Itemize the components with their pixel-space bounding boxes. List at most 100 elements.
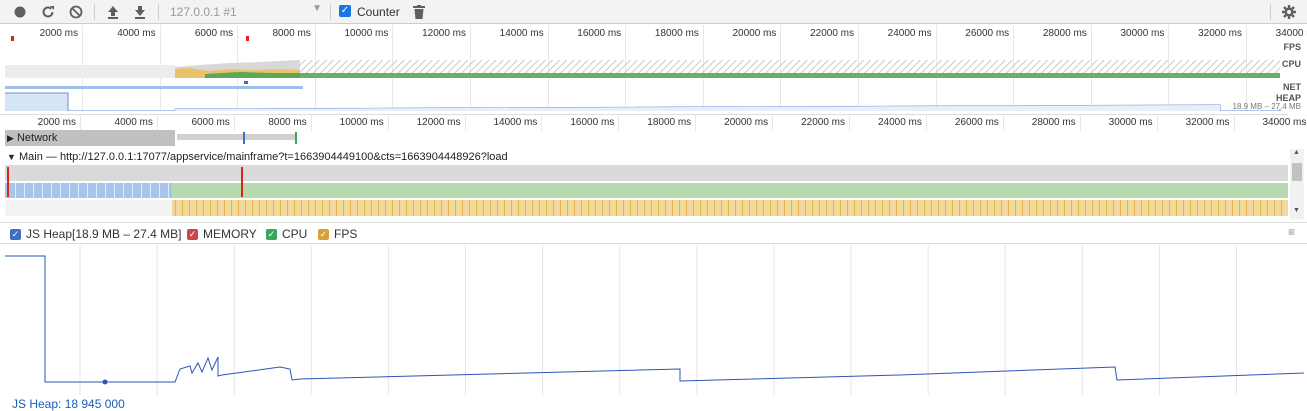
timeline-tick-label: 16000 ms bbox=[570, 117, 615, 128]
overview-tick-label: 6000 ms bbox=[194, 28, 234, 39]
timeline-gridline bbox=[387, 115, 389, 131]
timeline-tick-label: 18000 ms bbox=[647, 117, 692, 128]
memory-checkbox[interactable]: ✓ bbox=[187, 228, 198, 240]
timeline-gridline bbox=[233, 115, 235, 131]
overview-tick-label: 12000 ms bbox=[422, 28, 466, 39]
clear-icon bbox=[69, 5, 83, 19]
fps-marker bbox=[11, 36, 14, 41]
network-label: Network bbox=[16, 132, 58, 144]
timeline-gridline bbox=[464, 115, 466, 131]
fps-marker bbox=[246, 36, 249, 41]
overview-tick-label: 16000 ms bbox=[577, 28, 622, 39]
legend-memory-label: MEMORY bbox=[203, 227, 257, 241]
legend-js-heap[interactable]: ✓ JS Heap[18.9 MB – 27.4 MB] bbox=[10, 227, 181, 241]
garbage-collect-button[interactable] bbox=[410, 3, 428, 21]
timeline-tick-label: 30000 ms bbox=[1108, 117, 1153, 128]
timeline-tick-label: 6000 ms bbox=[191, 117, 230, 128]
timeline-tick-label: 22000 ms bbox=[801, 117, 845, 128]
counter-checkbox[interactable]: ✓ bbox=[339, 5, 351, 17]
overview-pane[interactable]: 2000 ms 4000 ms 6000 ms 8000 ms 10000 ms 1200… bbox=[0, 25, 1307, 111]
timeline-gridline bbox=[925, 115, 927, 131]
legend-memory[interactable]: ✓ MEMORY bbox=[187, 227, 257, 241]
timeline-tick-label: 2000 ms bbox=[37, 117, 76, 128]
legend-cpu-label: CPU bbox=[282, 227, 308, 241]
load-profile-button[interactable] bbox=[104, 3, 122, 21]
timeline-tick-label: 32000 ms bbox=[1185, 117, 1230, 128]
timeline-tick-label: 8000 ms bbox=[268, 117, 307, 128]
overview-tick-label: 22000 ms bbox=[810, 28, 854, 39]
overview-tick-label: 2000 ms bbox=[39, 28, 78, 39]
target-select[interactable]: 127.0.0.1 #1 ▼ bbox=[162, 3, 326, 21]
timeline-tick-label: 20000 ms bbox=[724, 117, 769, 128]
upload-icon bbox=[108, 6, 118, 19]
overview-tick-label: 10000 ms bbox=[344, 28, 389, 39]
timeline-gridline bbox=[80, 115, 81, 131]
counter-graph[interactable] bbox=[0, 245, 1307, 395]
overview-tick-label: 14000 ms bbox=[499, 28, 544, 39]
timeline-gridline bbox=[1002, 115, 1004, 131]
fps-track-label: FPS bbox=[1283, 42, 1301, 52]
clear-button[interactable] bbox=[67, 3, 85, 21]
network-track[interactable]: ▶ Network bbox=[5, 130, 1288, 146]
main-track[interactable]: ▼ Main — http://127.0.0.1:17077/appservi… bbox=[5, 149, 1288, 219]
overview-tick-label: 28000 ms bbox=[1042, 28, 1087, 39]
main-label: Main — http://127.0.0.1:17077/appservice… bbox=[18, 151, 508, 163]
scroll-down-icon[interactable]: ▼ bbox=[1293, 207, 1300, 214]
counters-legend: ✓ JS Heap[18.9 MB – 27.4 MB] ✓ MEMORY ✓ … bbox=[0, 222, 1307, 244]
overview-tick-label: 30000 ms bbox=[1120, 28, 1165, 39]
legend-js-heap-label: JS Heap[18.9 MB – 27.4 MB] bbox=[26, 227, 182, 241]
js-heap-checkbox[interactable]: ✓ bbox=[10, 228, 21, 240]
vertical-scrollbar[interactable]: ▲ ▼ bbox=[1290, 149, 1304, 219]
js-heap-marker bbox=[102, 379, 108, 385]
flame-chart bbox=[5, 165, 1288, 216]
legend-fps-label: FPS bbox=[334, 227, 358, 241]
net-track-label: NET bbox=[1283, 82, 1301, 92]
overview-tick-label: 24000 ms bbox=[887, 28, 932, 39]
timeline-gridline bbox=[156, 115, 158, 131]
timeline-tick-label: 28000 ms bbox=[1031, 117, 1076, 128]
reload-icon bbox=[42, 6, 54, 18]
overview-tick-label: 4000 ms bbox=[117, 28, 156, 39]
overview-tick-label: 18000 ms bbox=[654, 28, 699, 39]
record-button[interactable] bbox=[11, 3, 29, 21]
timeline-gridline bbox=[695, 115, 697, 131]
download-icon bbox=[135, 6, 145, 19]
reload-button[interactable] bbox=[39, 3, 57, 21]
fps-checkbox[interactable]: ✓ bbox=[318, 228, 329, 240]
menu-icon[interactable]: ≡ bbox=[1287, 225, 1295, 239]
save-profile-button[interactable] bbox=[131, 3, 149, 21]
gear-icon bbox=[1282, 5, 1296, 19]
timeline-gridline bbox=[772, 115, 774, 131]
overview-tick-label: 8000 ms bbox=[272, 28, 311, 39]
timeline-tick-label: 10000 ms bbox=[339, 117, 384, 128]
timeline-tick-label: 24000 ms bbox=[877, 117, 922, 128]
network-track-header[interactable]: ▶ Network bbox=[7, 132, 57, 144]
cpu-checkbox[interactable]: ✓ bbox=[266, 228, 277, 240]
legend-fps[interactable]: ✓ FPS bbox=[318, 227, 357, 241]
timeline-gridline bbox=[310, 115, 312, 131]
record-icon bbox=[14, 6, 26, 18]
main-track-header[interactable]: ▼ Main — http://127.0.0.1:17077/appservi… bbox=[7, 151, 508, 163]
triangle-down-icon: ▼ bbox=[7, 152, 16, 162]
overview-tick-label: 32000 ms bbox=[1198, 28, 1242, 39]
overview-graphs bbox=[5, 36, 1281, 111]
settings-button[interactable] bbox=[1280, 3, 1298, 21]
scroll-up-icon[interactable]: ▲ bbox=[1293, 149, 1300, 156]
timeline-tick-label: 14000 ms bbox=[493, 117, 538, 128]
chevron-down-icon: ▼ bbox=[312, 3, 322, 14]
counter-label: Counter bbox=[357, 5, 400, 19]
timeline-gridline bbox=[541, 115, 543, 131]
timeline-tick-label: 34000 ms bbox=[1262, 117, 1307, 128]
triangle-right-icon: ▶ bbox=[7, 133, 14, 143]
legend-cpu[interactable]: ✓ CPU bbox=[266, 227, 307, 241]
overview-tick-label: 20000 ms bbox=[732, 28, 777, 39]
toolbar: 127.0.0.1 #1 ▼ ✓ Counter bbox=[0, 0, 1307, 24]
timeline-gridline bbox=[1079, 115, 1081, 131]
scrollbar-thumb[interactable] bbox=[1292, 163, 1302, 181]
timeline-gridline bbox=[1156, 115, 1158, 131]
heap-track-label: HEAP bbox=[1275, 93, 1301, 103]
timeline-gridline bbox=[849, 115, 850, 131]
timeline-ruler: 2000 ms 4000 ms 6000 ms 8000 ms 10000 ms 1200… bbox=[0, 114, 1306, 131]
cpu-track-label: CPU bbox=[1281, 59, 1301, 69]
js-heap-series bbox=[5, 255, 1305, 383]
